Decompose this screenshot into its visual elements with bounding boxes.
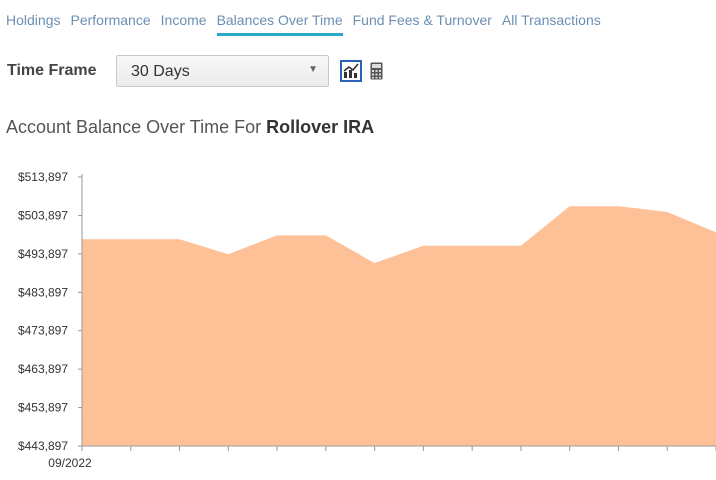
y-tick-label: $483,897 (18, 285, 68, 299)
tab-performance[interactable]: Performance (70, 12, 151, 28)
account-name: Rollover IRA (266, 117, 375, 137)
chart-view-button[interactable] (340, 60, 362, 82)
time-frame-value: 30 Days (131, 63, 190, 80)
table-view-button[interactable] (370, 62, 383, 80)
y-tick-label: $463,897 (18, 362, 68, 376)
tab-holdings[interactable]: Holdings (6, 12, 61, 28)
line-chart-icon (343, 63, 359, 78)
tab-fund-fees-turnover[interactable]: Fund Fees & Turnover (352, 12, 492, 28)
nav-tabs: Holdings Performance Income Balances Ove… (6, 12, 611, 36)
x-tick-label: 09/2022 (48, 456, 92, 470)
chart-title: Account Balance Over Time For Rollover I… (6, 117, 374, 138)
y-tick-label: $493,897 (18, 247, 68, 261)
y-tick-label: $513,897 (18, 170, 68, 184)
calculator-icon (370, 62, 383, 80)
balance-area (82, 206, 716, 446)
y-tick-label: $473,897 (18, 324, 68, 338)
tab-income[interactable]: Income (160, 12, 207, 28)
balance-area-chart: $513,897 $503,897 $493,897 $483,897 $473,897… (18, 170, 716, 470)
y-tick-label: $503,897 (18, 208, 68, 222)
time-frame-label: Time Frame (7, 62, 97, 79)
tab-balances-over-time[interactable]: Balances Over Time (216, 12, 343, 36)
time-frame-select[interactable]: 30 Days ▼ (116, 55, 329, 87)
y-tick-label: $443,897 (18, 439, 68, 453)
chart-title-prefix: Account Balance Over Time For (6, 117, 262, 137)
chevron-down-icon: ▼ (308, 64, 318, 75)
y-tick-label: $453,897 (18, 401, 68, 415)
tab-all-transactions[interactable]: All Transactions (501, 12, 601, 28)
